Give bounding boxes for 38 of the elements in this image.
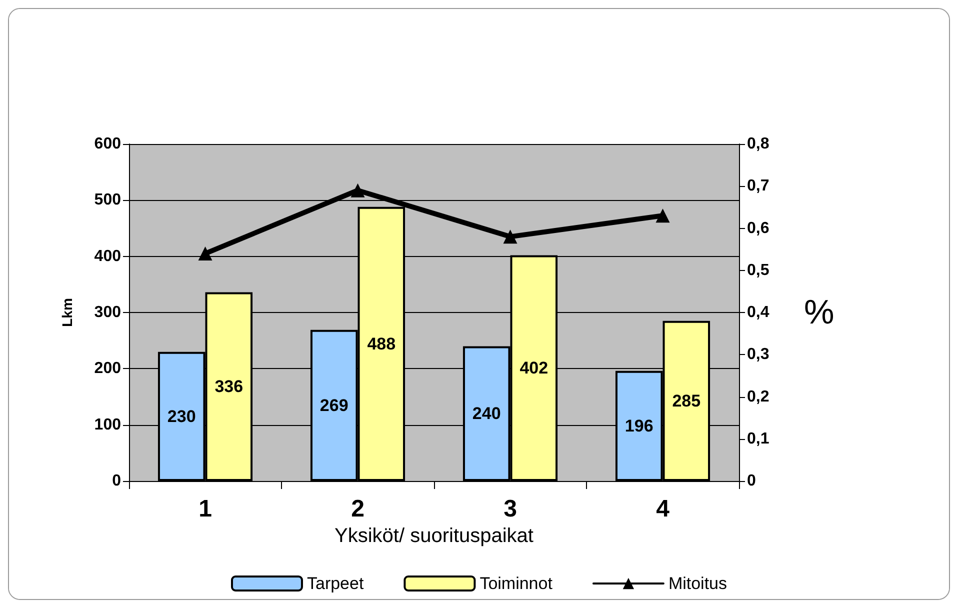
y2-tick-label: 0,5 xyxy=(747,262,770,279)
y-tick-label: 300 xyxy=(94,304,122,321)
data-label: 230 xyxy=(167,406,196,426)
point xyxy=(503,230,518,244)
point xyxy=(656,208,670,223)
y-tick-label: 600 xyxy=(94,136,122,152)
data-label: 336 xyxy=(214,377,244,396)
y2-tick-label: 0,8 xyxy=(747,136,770,152)
legend-label: Tarpeet xyxy=(306,574,364,593)
x-axis-title: Yksiköt/ suorituspaikat xyxy=(334,525,534,547)
y-tick-label: 500 xyxy=(94,192,122,209)
y2-tick-label: 0,4 xyxy=(747,304,770,321)
x-tick-label: 2 xyxy=(351,496,364,522)
x-tick-label: 3 xyxy=(504,496,517,522)
y-tick-label: 400 xyxy=(94,248,122,265)
data-label: 196 xyxy=(624,416,654,436)
y-tick-label: 0 xyxy=(112,472,122,490)
data-label: 285 xyxy=(672,391,701,410)
y2-tick-label: 0 xyxy=(747,472,756,490)
legend-label: Mitoitus xyxy=(668,574,728,593)
y-tick-label: 100 xyxy=(94,416,122,434)
point xyxy=(198,246,212,261)
y2-tick-label: 0,6 xyxy=(747,220,770,237)
y-axis-title: Lkm xyxy=(59,298,75,327)
data-label: 402 xyxy=(520,358,548,378)
data-label: 269 xyxy=(320,396,348,415)
y2-tick-label: 0,2 xyxy=(747,388,770,406)
x-tick-label: 1 xyxy=(198,496,212,522)
x-tick-label: 4 xyxy=(656,496,670,522)
point xyxy=(350,183,365,198)
y-tick-label: 200 xyxy=(94,360,122,378)
data-label: 240 xyxy=(472,404,501,424)
y2-axis-title: % xyxy=(804,294,834,332)
y2-tick-label: 0,7 xyxy=(747,178,770,195)
y2-tick-label: 0,3 xyxy=(747,346,770,364)
y2-tick-label: 0,1 xyxy=(747,430,770,448)
data-label: 488 xyxy=(367,334,396,354)
legend-label: Toiminnot xyxy=(480,574,553,593)
